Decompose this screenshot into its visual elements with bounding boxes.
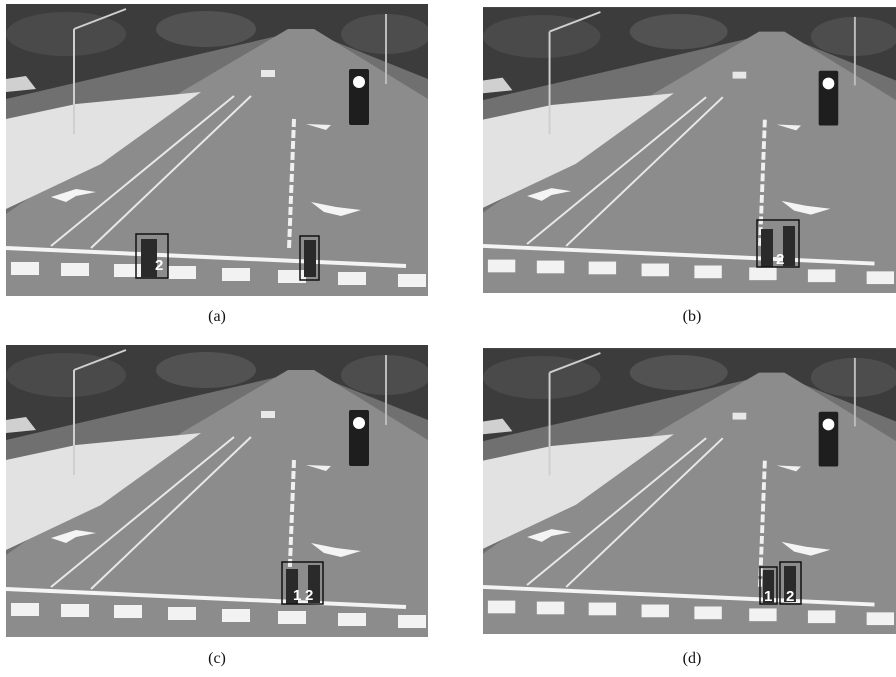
pedestrian xyxy=(761,229,773,267)
scene-image xyxy=(6,4,431,296)
panel-a: 2 xyxy=(6,4,431,296)
caption: (d) xyxy=(662,650,722,668)
track-id: 1 xyxy=(293,587,301,604)
track-id: 2 xyxy=(776,251,784,268)
panel-d: 1 2 xyxy=(483,348,896,634)
figure-images: 2 2 1 2 1 2 xyxy=(0,0,896,677)
scene-image xyxy=(6,345,431,637)
figure: 2 2 1 2 1 2 (a) (b) (c) (d) xyxy=(0,0,896,677)
caption: (a) xyxy=(187,308,247,326)
caption: (b) xyxy=(662,308,722,326)
panel-c: 1 2 xyxy=(6,345,431,637)
track-id: 2 xyxy=(786,588,794,605)
panel-b: 2 xyxy=(483,7,896,293)
pedestrian xyxy=(783,226,795,266)
track-id: 2 xyxy=(155,257,163,274)
pedestrian xyxy=(304,240,316,277)
caption: (c) xyxy=(187,650,247,668)
scene-image xyxy=(483,348,896,634)
track-id: 2 xyxy=(305,587,313,604)
scene-image xyxy=(483,7,896,293)
track-id: 1 xyxy=(764,588,772,605)
